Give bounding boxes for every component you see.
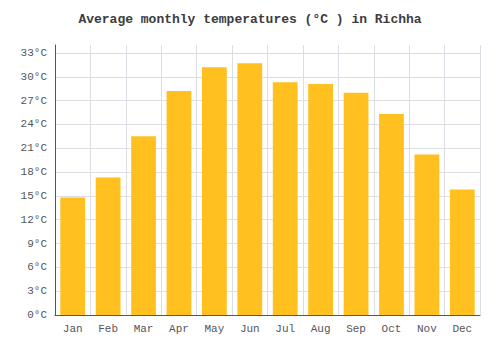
svg-text:24°C: 24°C (21, 118, 48, 130)
svg-text:Jan: Jan (63, 323, 83, 335)
svg-text:Dec: Dec (452, 323, 472, 335)
svg-text:Oct: Oct (382, 323, 402, 335)
svg-text:Mar: Mar (134, 323, 154, 335)
svg-text:Jun: Jun (240, 323, 260, 335)
svg-text:Feb: Feb (98, 323, 118, 335)
svg-text:21°C: 21°C (21, 142, 48, 154)
svg-text:27°C: 27°C (21, 95, 48, 107)
svg-text:0°C: 0°C (27, 309, 47, 321)
svg-text:Nov: Nov (417, 323, 437, 335)
svg-text:9°C: 9°C (27, 238, 47, 250)
svg-text:Sep: Sep (346, 323, 366, 335)
svg-text:Jul: Jul (275, 323, 295, 335)
svg-text:30°C: 30°C (21, 71, 48, 83)
svg-text:Average monthly temperatures (: Average monthly temperatures (°C ) in Ri… (78, 12, 421, 27)
svg-text:33°C: 33°C (21, 47, 48, 59)
svg-text:18°C: 18°C (21, 166, 48, 178)
svg-text:Apr: Apr (169, 323, 189, 335)
svg-text:3°C: 3°C (27, 285, 47, 297)
svg-text:May: May (204, 323, 224, 335)
svg-text:12°C: 12°C (21, 214, 48, 226)
svg-text:Aug: Aug (311, 323, 331, 335)
svg-text:15°C: 15°C (21, 190, 48, 202)
svg-text:6°C: 6°C (27, 261, 47, 273)
